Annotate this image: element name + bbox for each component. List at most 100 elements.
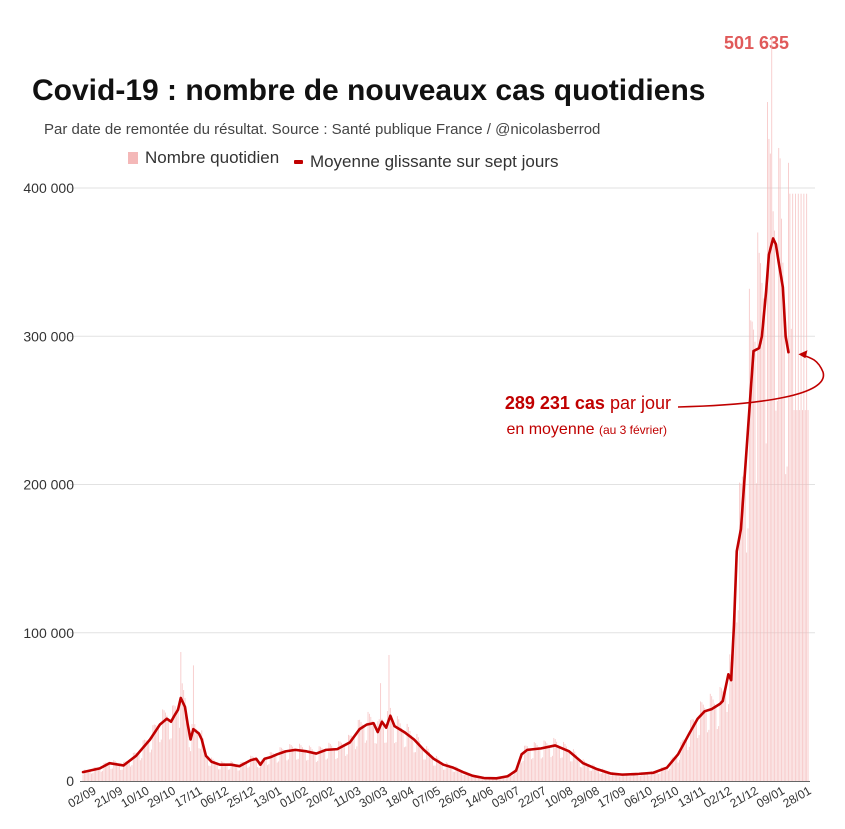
daily-bar (349, 735, 351, 781)
chart-title: Covid-19 : nombre de nouveaux cas quotid… (32, 74, 706, 107)
daily-bar (357, 720, 359, 781)
daily-bar (592, 764, 594, 781)
daily-bar (508, 775, 510, 781)
daily-bar (674, 756, 676, 781)
daily-bar (110, 768, 112, 781)
daily-bar (134, 752, 136, 781)
daily-bar (342, 744, 344, 781)
daily-bar (123, 762, 125, 781)
daily-bar (515, 768, 517, 781)
daily-bar (299, 743, 301, 781)
daily-bar (591, 770, 592, 781)
daily-bar (547, 745, 549, 781)
daily-bar (334, 748, 335, 781)
daily-bar (714, 703, 715, 781)
daily-bar (426, 746, 428, 781)
daily-bar (606, 771, 608, 781)
daily-bar (107, 763, 109, 781)
daily-bar (185, 712, 187, 781)
daily-bar (673, 756, 675, 781)
y-tick-label: 100 000 (23, 625, 74, 641)
daily-bar (733, 617, 735, 781)
daily-bar (285, 750, 287, 781)
daily-bar (586, 764, 588, 781)
daily-bar (549, 745, 551, 781)
daily-bar (315, 762, 317, 781)
daily-bar (241, 761, 243, 781)
daily-bar (535, 743, 537, 781)
daily-bar (416, 733, 418, 781)
daily-bar (483, 778, 485, 781)
daily-bar (734, 584, 736, 781)
daily-bar (243, 761, 245, 781)
daily-bar (797, 193, 799, 781)
daily-bar (329, 743, 331, 781)
daily-bar (518, 761, 520, 781)
daily-bar (89, 770, 91, 781)
daily-bar (477, 776, 479, 781)
daily-bar (430, 754, 432, 781)
daily-bar (665, 767, 667, 781)
daily-bar (332, 747, 334, 781)
daily-bar (468, 773, 470, 781)
daily-bar (345, 755, 347, 781)
daily-bar (360, 721, 362, 781)
daily-bar (565, 746, 567, 781)
daily-bar (85, 769, 87, 781)
daily-bar (526, 746, 528, 781)
daily-bar (184, 697, 186, 781)
daily-bar (632, 772, 634, 781)
daily-bar (431, 757, 433, 781)
daily-bar (459, 770, 461, 781)
daily-bar (455, 766, 457, 781)
daily-bar (631, 772, 633, 781)
daily-bar (318, 746, 320, 781)
daily-bar (84, 769, 85, 781)
daily-bar (313, 751, 314, 781)
daily-bar (142, 740, 144, 781)
daily-bar (739, 482, 741, 781)
daily-bar (412, 737, 414, 781)
daily-bar (336, 758, 338, 781)
daily-bar (764, 297, 766, 781)
daily-bar (234, 764, 236, 781)
daily-bar (700, 701, 701, 781)
daily-bar (767, 102, 768, 781)
daily-bar (144, 739, 145, 781)
daily-bar (529, 748, 531, 781)
daily-bar (395, 742, 397, 781)
daily-bar (371, 720, 373, 781)
daily-bar (225, 763, 226, 781)
daily-bar (598, 769, 599, 781)
daily-bar (599, 773, 601, 781)
daily-bar (677, 762, 679, 781)
daily-bar (146, 740, 148, 781)
daily-bar (517, 764, 518, 781)
daily-bar (121, 769, 123, 781)
daily-bar (790, 328, 792, 781)
daily-bar (746, 552, 748, 781)
daily-bar (449, 766, 451, 781)
daily-bar (582, 759, 584, 781)
daily-bar (135, 752, 137, 781)
daily-bar (607, 772, 609, 781)
daily-bar (276, 762, 278, 781)
daily-bar (82, 774, 84, 781)
daily-bar (669, 768, 671, 781)
daily-bar (113, 760, 115, 781)
daily-bar (188, 747, 190, 781)
daily-bar (687, 750, 689, 781)
daily-bar (111, 768, 113, 781)
daily-bar (645, 772, 647, 781)
daily-bar (584, 760, 585, 781)
daily-bar (240, 762, 242, 781)
daily-bar (695, 720, 697, 781)
daily-bar (343, 744, 345, 781)
annotation-value: 289 231 cas (504, 393, 605, 413)
daily-bar (769, 153, 771, 781)
daily-bar (762, 298, 764, 781)
daily-bar (176, 708, 178, 781)
daily-bar (424, 759, 426, 781)
daily-bar (493, 779, 495, 781)
daily-bar (462, 774, 464, 781)
